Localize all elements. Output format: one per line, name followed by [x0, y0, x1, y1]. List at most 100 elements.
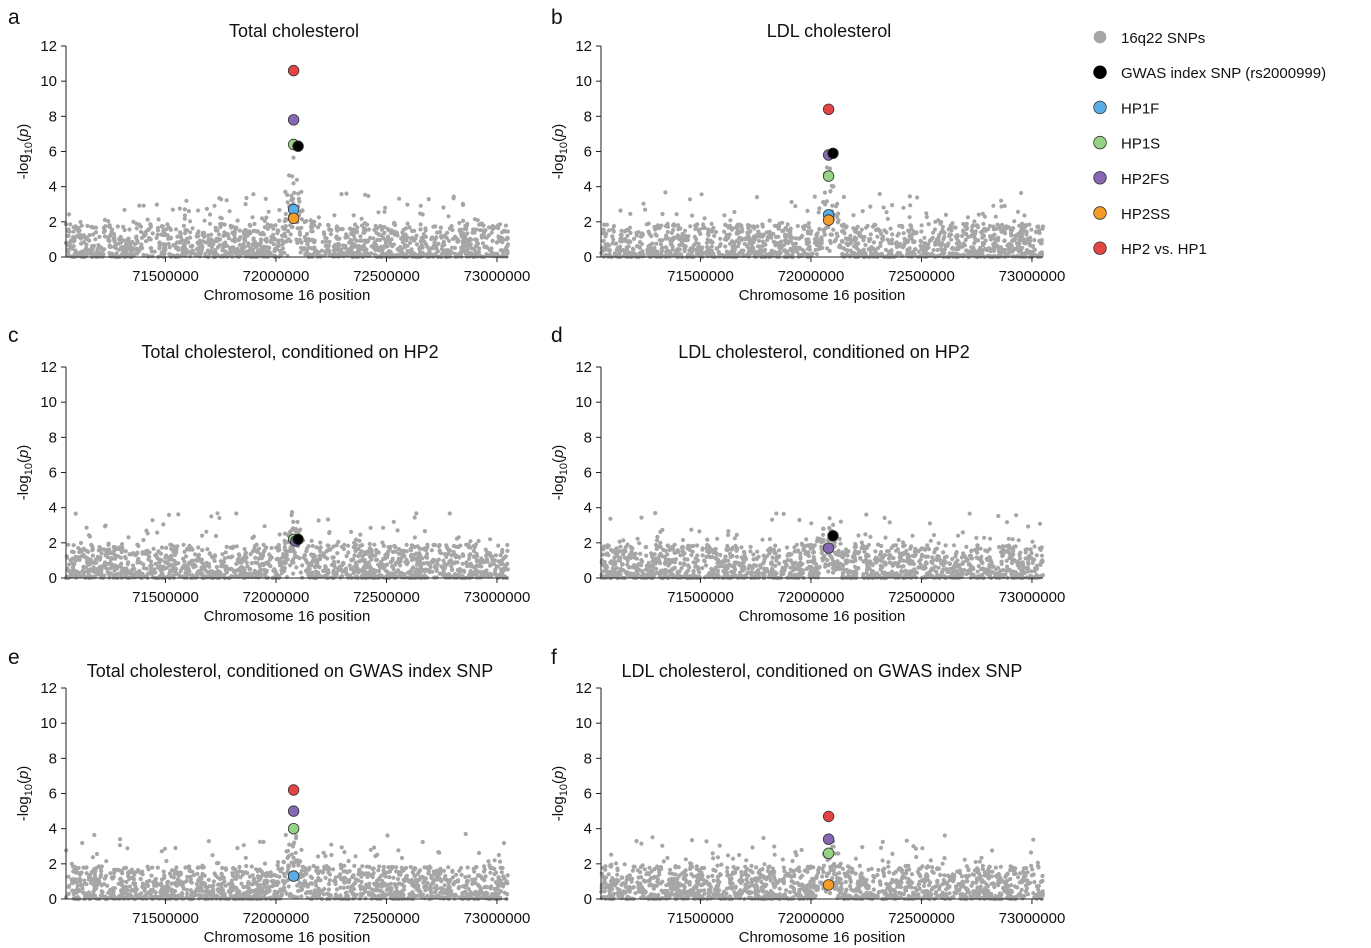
snp-point — [796, 236, 802, 241]
snp-point — [263, 560, 269, 565]
snp-point — [489, 246, 494, 251]
snp-point — [460, 201, 465, 206]
snp-point — [498, 553, 503, 558]
snp-point — [164, 545, 169, 551]
snp-point — [312, 247, 317, 253]
snp-point — [212, 558, 217, 564]
snp-point — [464, 226, 469, 232]
snp-point — [333, 242, 338, 247]
snp-point — [350, 250, 356, 255]
snp-point — [390, 254, 395, 259]
snp-point — [106, 542, 111, 548]
snp-point — [981, 221, 986, 226]
snp-point — [323, 252, 328, 257]
snp-point — [326, 222, 331, 227]
snp-point — [686, 252, 691, 257]
snp-point — [488, 537, 493, 542]
snp-point — [652, 248, 657, 253]
snp-point — [674, 249, 679, 254]
snp-point — [181, 542, 186, 547]
snp-point — [884, 230, 889, 235]
snp-point — [371, 236, 376, 241]
snp-point — [966, 234, 971, 240]
snp-point — [470, 564, 476, 569]
snp-point — [856, 241, 861, 246]
snp-point — [265, 222, 270, 227]
snp-point — [335, 551, 340, 556]
snp-point — [425, 561, 430, 566]
snp-point — [251, 571, 257, 576]
snp-point — [234, 511, 239, 516]
snp-point — [366, 560, 371, 565]
snp-point — [258, 231, 263, 236]
snp-point — [902, 240, 907, 245]
snp-point — [382, 209, 387, 214]
snp-point — [125, 244, 130, 249]
snp-point — [654, 241, 659, 246]
snp-point — [188, 254, 193, 259]
snp-point — [504, 245, 509, 250]
snp-point — [479, 254, 484, 259]
snp-point — [490, 238, 495, 243]
snp-point — [833, 237, 839, 242]
snp-point — [215, 237, 220, 242]
snp-point — [748, 229, 753, 234]
snp-point — [373, 223, 378, 229]
snp-point — [135, 560, 140, 565]
snp-point — [376, 562, 381, 567]
snp-point — [376, 550, 381, 555]
y-tick-label: 6 — [49, 465, 57, 482]
snp-point — [817, 227, 822, 232]
snp-point — [504, 237, 509, 242]
snp-point — [457, 570, 462, 575]
snp-point — [102, 228, 107, 233]
snp-point — [235, 218, 240, 223]
snp-point — [405, 202, 410, 207]
snp-point — [474, 563, 479, 568]
snp-point — [918, 238, 923, 243]
snp-point — [601, 238, 606, 243]
snp-point — [404, 243, 409, 248]
snp-point — [890, 203, 895, 208]
snp-point — [460, 561, 465, 566]
snp-point — [419, 243, 424, 248]
snp-point — [682, 249, 687, 254]
snp-point — [709, 221, 714, 226]
y-tick-label: 2 — [49, 214, 57, 231]
snp-point — [141, 203, 146, 208]
snp-point — [457, 220, 462, 226]
snp-point — [913, 231, 919, 236]
y-tick-label: 10 — [40, 73, 57, 90]
snp-point — [312, 223, 317, 228]
snp-point — [292, 190, 297, 195]
snp-point — [186, 572, 191, 577]
snp-point — [298, 527, 303, 532]
snp-point — [282, 219, 287, 224]
snp-point — [271, 242, 276, 247]
snp-point — [213, 533, 219, 539]
snp-point — [699, 192, 704, 197]
snp-point — [384, 562, 390, 567]
highlight-point — [822, 214, 835, 226]
snp-point — [1010, 226, 1016, 231]
snp-point — [213, 225, 218, 230]
snp-point — [344, 232, 349, 237]
snp-point — [861, 238, 866, 243]
snp-point — [364, 565, 369, 570]
snp-point — [286, 237, 291, 242]
snp-point — [252, 221, 257, 227]
snp-point — [154, 202, 159, 207]
snp-point — [760, 234, 765, 239]
snp-point — [980, 234, 985, 239]
snp-point — [352, 236, 357, 242]
snp-point — [439, 234, 444, 239]
snp-point — [877, 228, 882, 233]
snp-point — [165, 222, 170, 227]
snp-point — [141, 252, 146, 257]
snp-point — [727, 232, 732, 237]
snp-point — [277, 532, 282, 537]
snp-point — [843, 547, 849, 552]
snp-cloud — [599, 522, 1045, 581]
snp-point — [851, 213, 856, 218]
snp-point — [830, 203, 835, 208]
